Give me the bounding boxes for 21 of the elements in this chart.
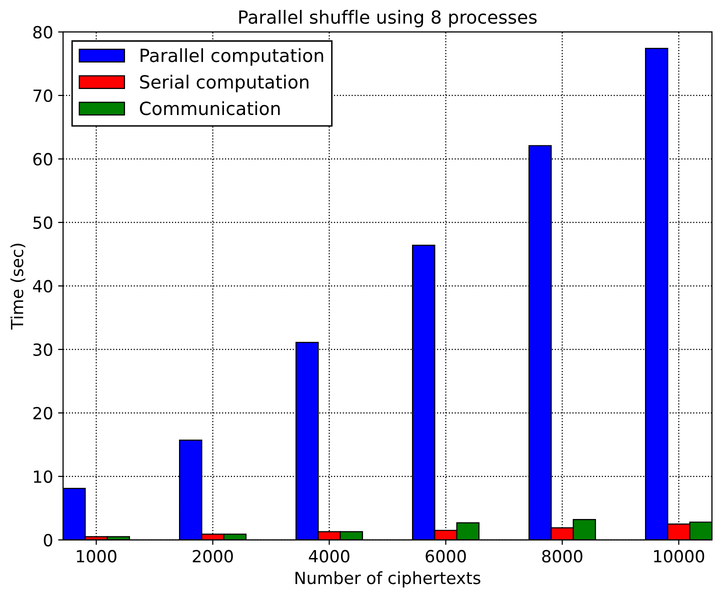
x-tick-label: 6000 xyxy=(426,550,466,563)
x-tick-label: 1000 xyxy=(76,550,116,563)
y-tick-label: 30 xyxy=(33,343,52,356)
y-tick-label: 40 xyxy=(32,280,52,293)
legend-label: Communication xyxy=(140,101,280,116)
y-tick-label: 20 xyxy=(33,406,52,420)
y-axis-title: Time (sec) xyxy=(10,244,26,330)
chart-title: Parallel shuffle using 8 processes xyxy=(239,10,537,28)
x-tick-label: 4000 xyxy=(308,550,350,563)
y-tick-label: 0 xyxy=(44,534,52,546)
y-tick-label: 50 xyxy=(33,216,52,230)
x-tick-label: 10000 xyxy=(654,550,704,563)
y-tick-label: 80 xyxy=(33,26,52,39)
legend-label: Parallel computation xyxy=(140,48,324,66)
x-axis-title: Number of ciphertexts xyxy=(296,571,480,588)
y-tick-label: 10 xyxy=(34,470,52,483)
x-tick-label: 2000 xyxy=(192,550,233,563)
x-tick-label: 8000 xyxy=(542,550,582,563)
y-tick-label: 60 xyxy=(33,152,52,166)
y-tick-label: 70 xyxy=(34,89,52,102)
legend-label: Serial computation xyxy=(140,74,308,92)
